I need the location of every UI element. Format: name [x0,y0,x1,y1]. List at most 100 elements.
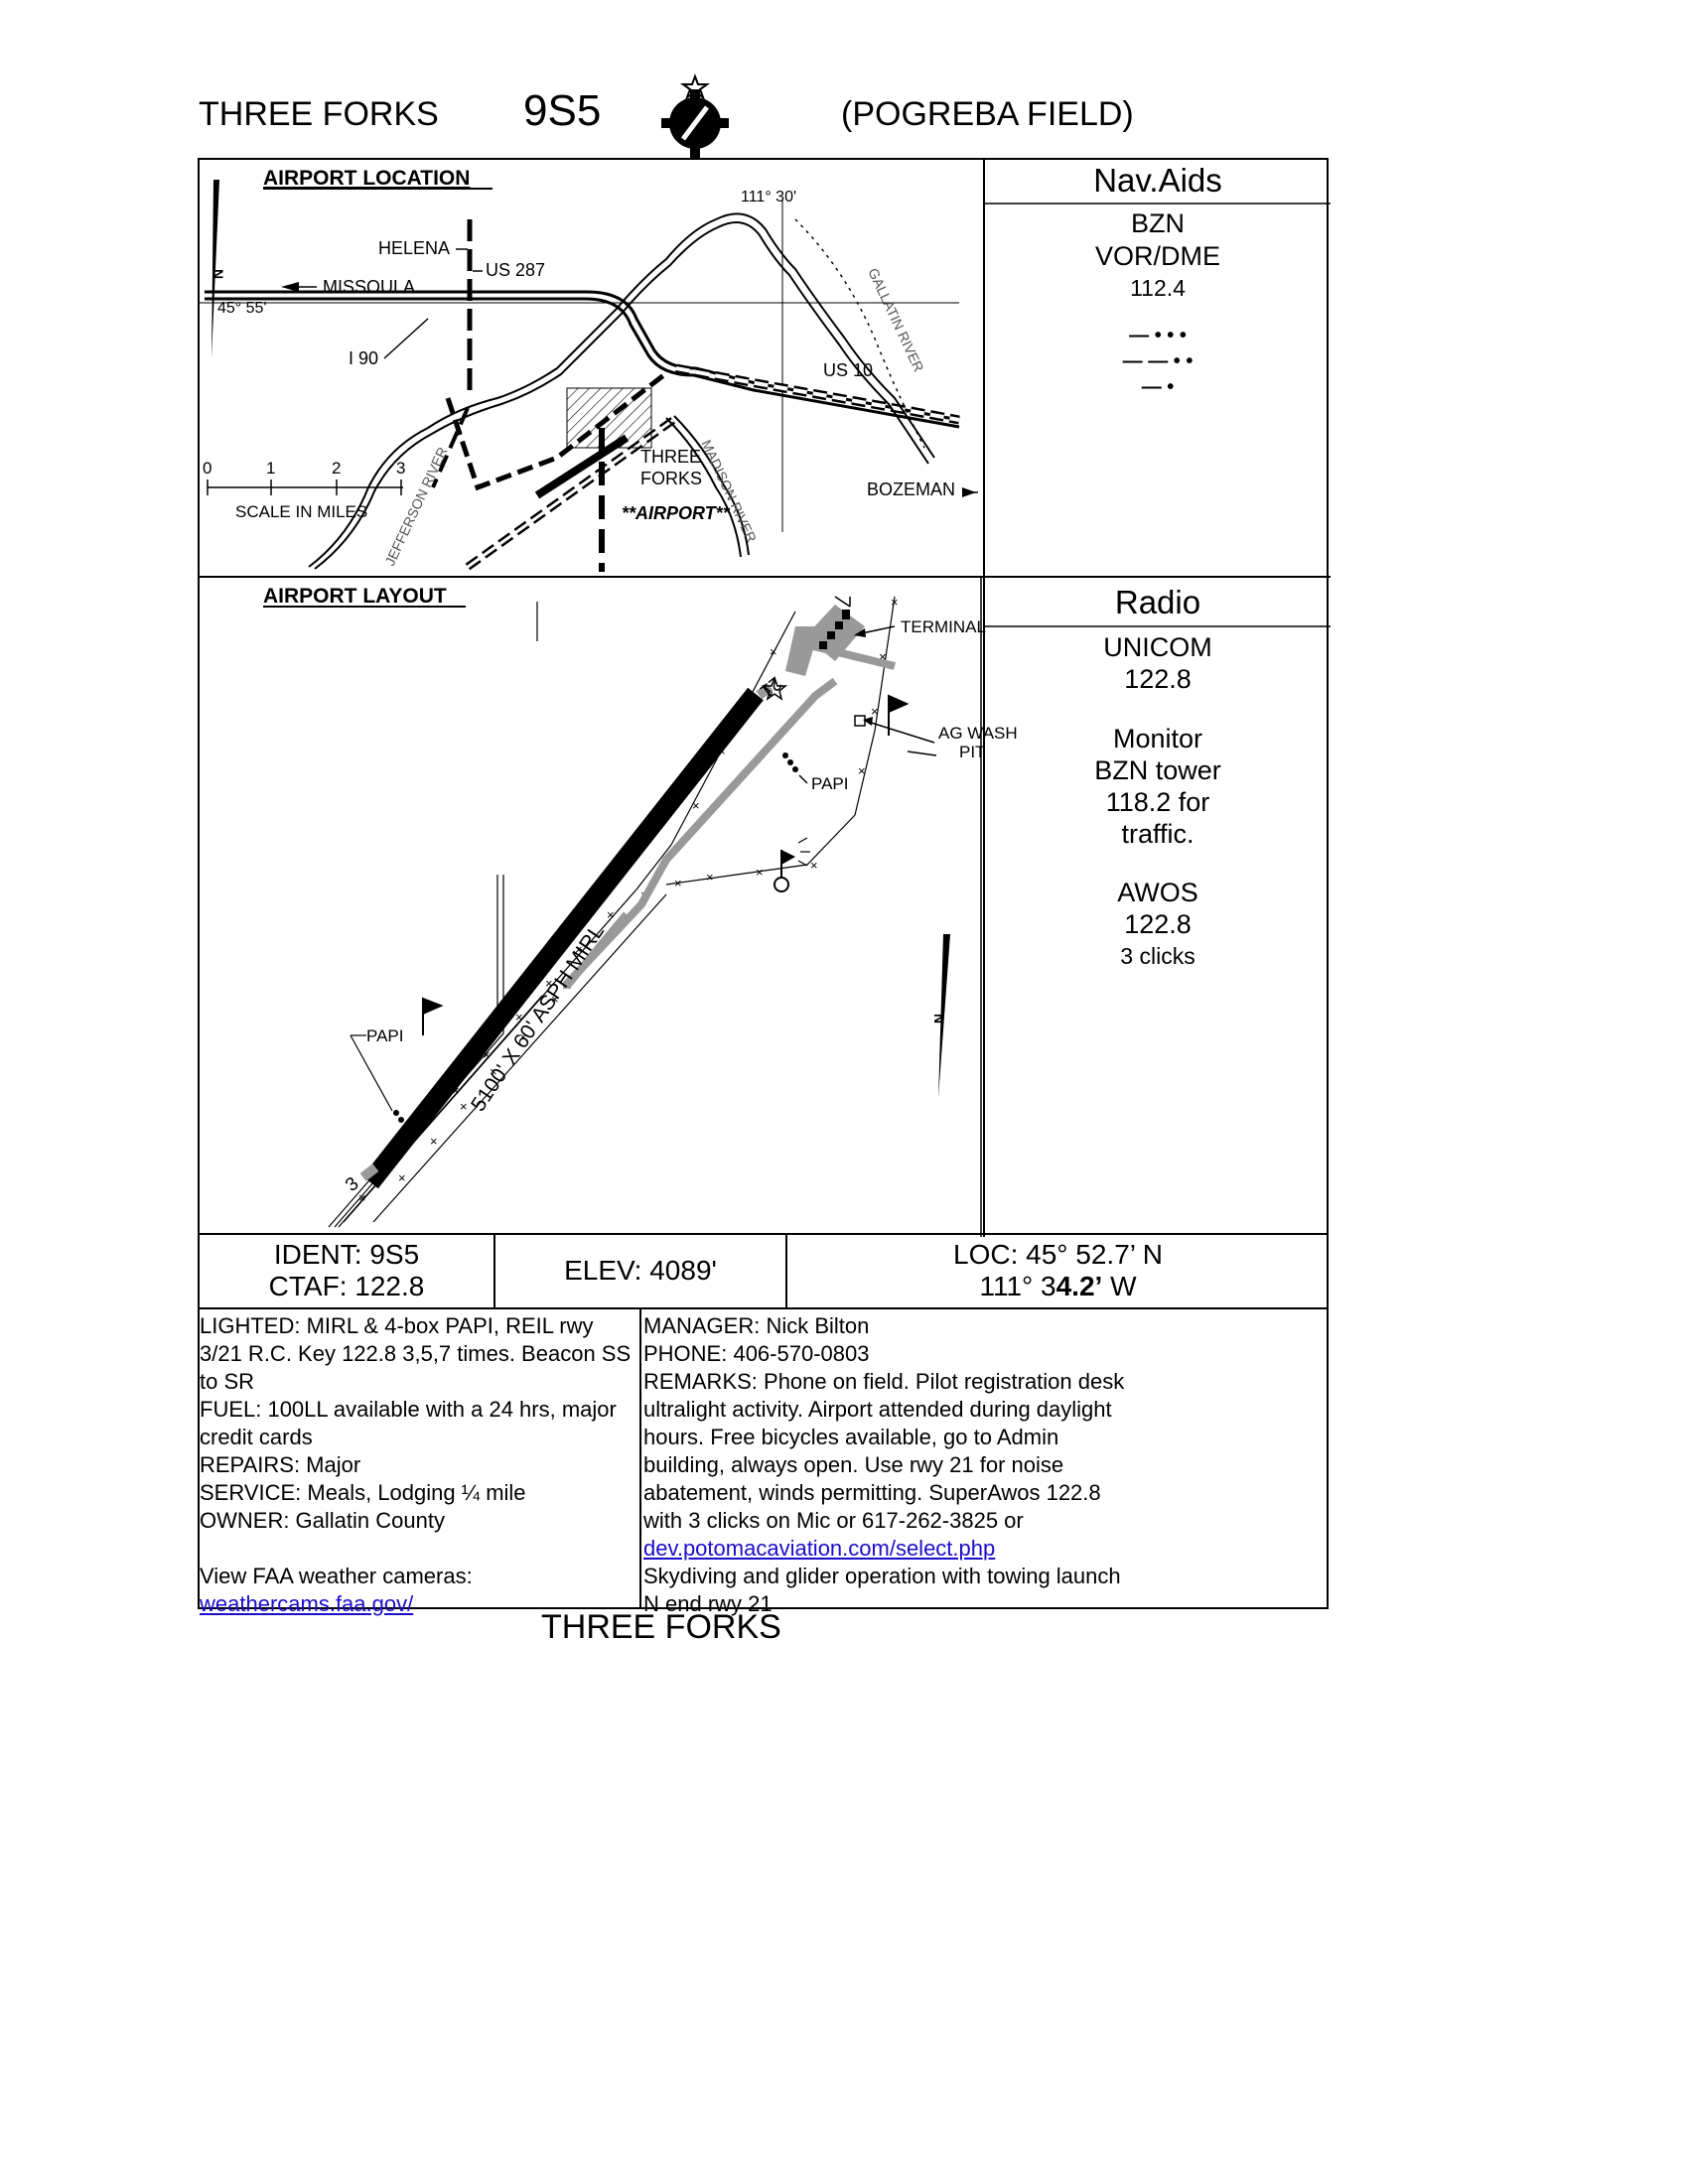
location-title: AIRPORT LOCATION [263,167,470,190]
loc-lon-text: 111° 34.2’ W [979,1271,1136,1302]
notes-left-line: LIGHTED: MIRL & 4-box PAPI, REIL rwy [200,1313,594,1338]
svg-text:×: × [770,644,777,659]
svg-text:×: × [879,649,887,664]
layout-north-arrow-icon [938,934,950,1098]
navaids-type: VOR/DME [1094,241,1220,271]
notes-left-column: LIGHTED: MIRL & 4-box PAPI, REIL rwy 3/2… [200,1312,636,1618]
us10-label: US 10 [823,360,873,380]
bozeman-label: BOZEMAN [867,479,955,499]
notes-right-line: REMARKS: Phone on field. Pilot registrat… [643,1369,1125,1394]
notes-right-line: abatement, winds permitting. SuperAwos 1… [643,1480,1101,1505]
loc-lon-suffix: W [1102,1271,1137,1301]
notes-right-line: Skydiving and glider operation with towi… [643,1564,1121,1588]
header-city: THREE FORKS [199,95,439,133]
svg-text:×: × [756,865,764,880]
papi-north-label: PAPI [811,774,848,793]
svg-text:×: × [519,1029,527,1044]
svg-text:×: × [674,876,682,890]
airport-label: **AIRPORT** [622,503,731,523]
svg-text:×: × [515,1010,523,1024]
notes-right-line: building, always open. Use rwy 21 for no… [643,1452,1064,1477]
ctaf-text: CTAF: 122.8 [268,1271,425,1301]
location-map: AIRPORT LOCATION N 45° 55' 111° 30' [200,167,978,572]
svg-text:×: × [706,870,714,885]
loc-lon-prefix: 111° 3 [979,1271,1056,1301]
chart-frame: AIRPORT LOCATION N 45° 55' 111° 30' [198,158,1331,1237]
beacon-icon [761,675,788,701]
navaids-morse-3: — • [1141,376,1175,398]
notes-right-column: MANAGER: Nick Bilton PHONE: 406-570-0803… [643,1312,1329,1618]
unicom-freq: 122.8 [1124,664,1192,694]
gallatin-river-label: GALLATIN RIVER [865,266,926,374]
svg-text:×: × [460,1099,468,1114]
notes-left-line: to SR [200,1369,255,1394]
latitude-label: 45° 55' [217,300,267,317]
svg-text:×: × [545,976,553,991]
helena-label: HELENA [378,238,450,258]
radio-title: Radio [1114,584,1201,620]
scale-tick-0: 0 [203,459,211,478]
ag-wash-label-2: PIT [959,743,985,761]
notes-left-line: View FAA weather cameras: [200,1564,473,1588]
ag-wash-label-1: AG WASH [938,724,1018,743]
notes-left-line: OWNER: Gallatin County [200,1508,445,1533]
missoula-label: MISSOULA [323,277,415,297]
elev-cell: ELEV: 4089' [495,1234,785,1307]
svg-text:×: × [398,1170,406,1185]
navaids-title: Nav.Aids [1093,162,1222,199]
notes-right-line: with 3 clicks on Mic or 617-262-3825 or [643,1508,1024,1533]
loc-lon-bold: 4.2’ [1055,1271,1103,1301]
monitor-line-1: Monitor [1112,724,1203,753]
notes-left-line: SERVICE: Meals, Lodging ¼ mile [200,1480,526,1505]
notes-left-line: credit cards [200,1425,313,1449]
svg-text:×: × [483,1047,491,1062]
svg-text:×: × [871,704,879,719]
awos-label: AWOS [1117,878,1198,907]
longitude-label: 111° 30' [741,189,796,205]
us287-label: US 287 [486,260,545,280]
loc-cell: LOC: 45° 52.7’ N 111° 34.2’ W [787,1234,1329,1307]
header-field-name: (POGREBA FIELD) [841,95,1134,133]
notes-left-line: 3/21 R.C. Key 122.8 3,5,7 times. Beacon … [200,1341,632,1366]
airport-symbol-icon [661,73,729,159]
i90-label: I 90 [349,348,378,368]
svg-text:×: × [490,1064,497,1079]
weathercams-link[interactable]: weathercams.faa.gov/ [200,1591,414,1616]
notes-right-line: MANAGER: Nick Bilton [643,1313,870,1338]
svg-text:×: × [891,595,899,610]
svg-text:×: × [692,798,700,813]
footer-city: THREE FORKS [541,1608,781,1646]
notes-left-line: FUEL: 100LL available with a 24 hrs, maj… [200,1397,617,1422]
notes-left-line: REPAIRS: Major [200,1452,361,1477]
navaids-freq: 112.4 [1130,275,1186,301]
unicom-label: UNICOM [1103,632,1212,662]
awos-freq: 122.8 [1124,909,1192,939]
ident-text: IDENT: 9S5 [273,1239,420,1270]
ident-cell: IDENT: 9S5 CTAF: 122.8 [200,1234,493,1307]
monitor-line-4: traffic. [1121,819,1195,849]
info-row: IDENT: 9S5 CTAF: 122.8 ELEV: 4089' LOC: … [198,1234,1329,1309]
jefferson-river-label: JEFFERSON RIVER [381,445,450,568]
runway [362,687,764,1189]
scale-label: SCALE IN MILES [235,502,367,521]
svg-text:×: × [607,907,615,922]
monitor-line-3: 118.2 for [1105,787,1210,817]
scale-tick-1: 1 [266,459,275,478]
papi-south-label: PAPI [366,1026,403,1045]
navaids-morse-1: — • • • [1129,325,1187,346]
notes-right-line: N end rwy 21 [643,1591,773,1616]
scale-tick-3: 3 [396,459,405,478]
notes-right-line: hours. Free bicycles available, go to Ad… [643,1425,1059,1449]
svg-text:×: × [810,858,818,873]
svg-text:×: × [452,1083,460,1098]
terminal-label: TERMINAL [901,617,986,636]
notes-section: LIGHTED: MIRL & 4-box PAPI, REIL rwy 3/2… [198,1308,1329,1616]
navaids-station: BZN [1131,208,1185,238]
elev-text: ELEV: 4089' [564,1255,717,1286]
north-arrow-icon [211,180,219,358]
three-forks-label-2: FORKS [640,469,702,488]
notes-left-spacer [200,1535,636,1563]
notes-right-line: ultralight activity. Airport attended du… [643,1397,1112,1422]
potomac-link[interactable]: dev.potomacaviation.com/select.php [643,1536,996,1561]
scale-bar: 0 1 2 3 SCALE IN MILES [203,459,405,521]
